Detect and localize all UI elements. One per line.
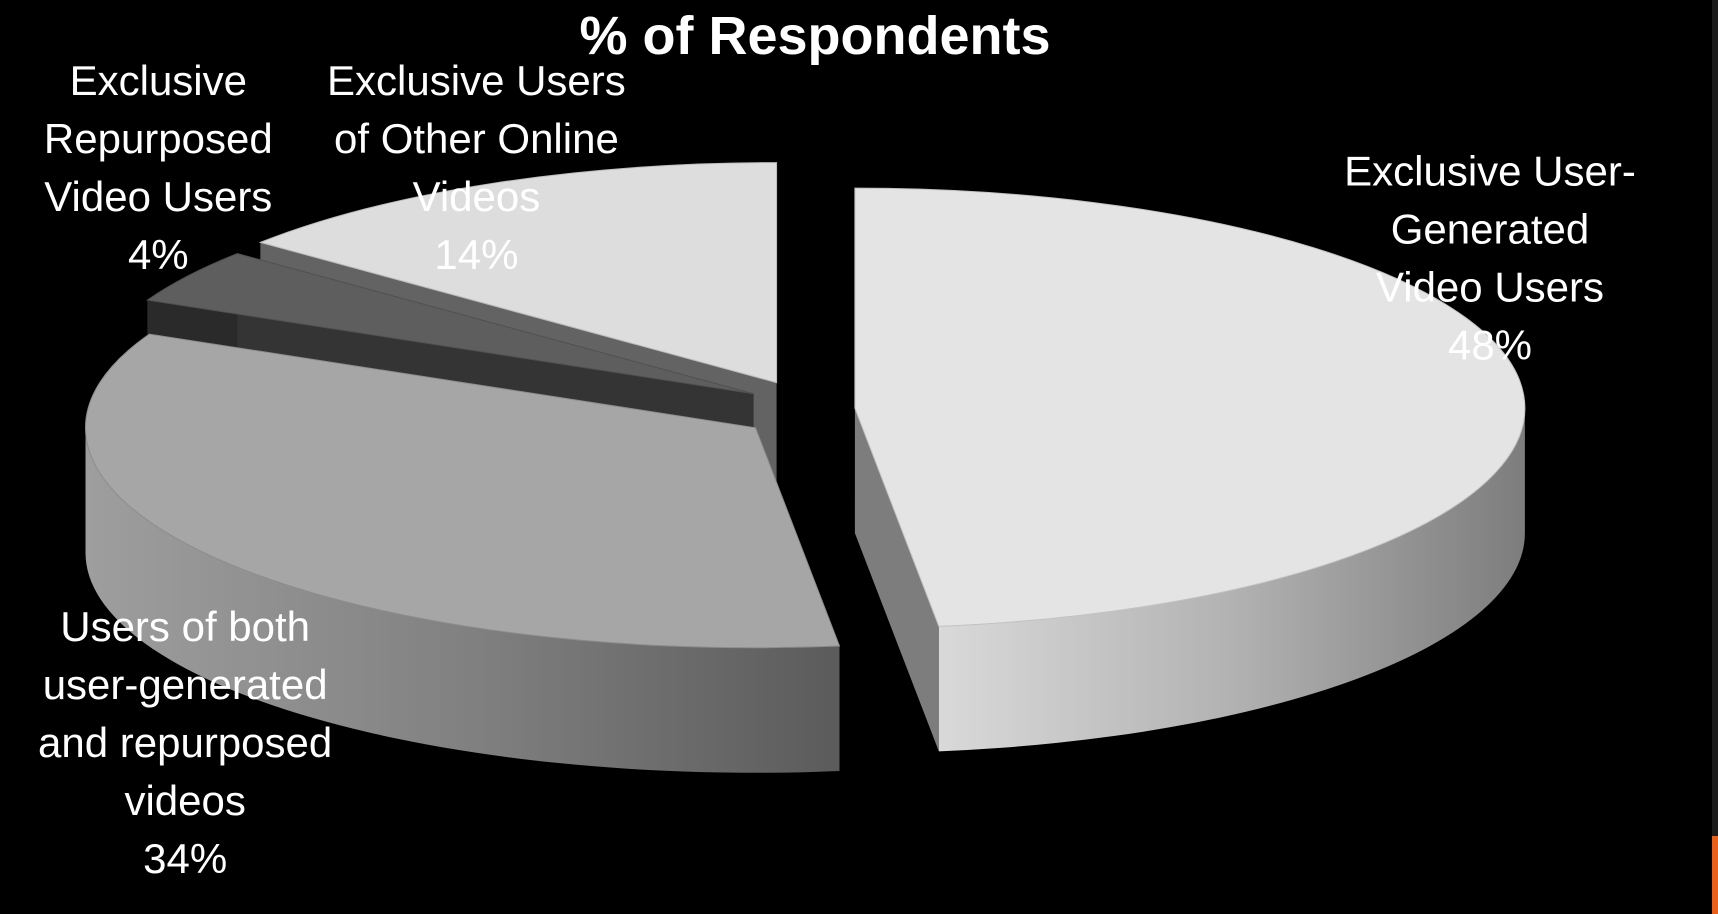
slice-category-label: of Other Online — [334, 115, 619, 162]
slice-category-label: Exclusive Users — [327, 57, 626, 104]
pie-slice — [85, 333, 841, 773]
slice-value-label: 4% — [128, 231, 189, 278]
slice-category-label: Generated — [1391, 206, 1589, 253]
slice-value-label: 34% — [143, 835, 227, 882]
slice-category-label: Repurposed — [44, 115, 273, 162]
slice-outer-wall — [938, 408, 1525, 752]
slice-category-label: Videos — [413, 173, 541, 220]
slice-value-label: 48% — [1448, 322, 1532, 369]
slice-top-face — [146, 253, 754, 395]
slice-labels: Exclusive User- Generated Video Users 48% Us… — [38, 57, 1636, 882]
slice-category-label: Video Users — [44, 173, 272, 220]
slice-top-face — [854, 187, 1526, 627]
right-edge-strip — [1712, 0, 1718, 914]
orange-accent-mark — [1712, 836, 1718, 914]
slice-category-label: Users of both — [60, 603, 310, 650]
slice-outer-wall — [85, 427, 840, 773]
slice-side-face — [854, 408, 939, 752]
slice-label: Exclusive Repurposed Video Users 4% — [44, 57, 273, 278]
slice-category-label: Video Users — [1376, 264, 1604, 311]
slice-top-face — [258, 162, 778, 384]
pie-slices — [85, 162, 1526, 773]
slice-top-face — [85, 333, 841, 649]
slice-value-label: 14% — [434, 231, 518, 278]
slice-category-label: Exclusive — [70, 57, 247, 104]
slice-category-label: Exclusive User- — [1344, 148, 1636, 195]
slice-category-label: videos — [124, 777, 245, 824]
chart-title: % of Respondents — [579, 6, 1050, 66]
slice-label: Users of both user-generated and repurpose… — [38, 603, 332, 882]
slice-label: Exclusive User- Generated Video Users 48% — [1344, 148, 1636, 369]
slice-category-label: and repurposed — [38, 719, 332, 766]
slice-label: Exclusive Users of Other Online Videos 14% — [327, 57, 626, 278]
slice-category-label: user-generated — [43, 661, 328, 708]
pie-slice — [854, 187, 1526, 752]
